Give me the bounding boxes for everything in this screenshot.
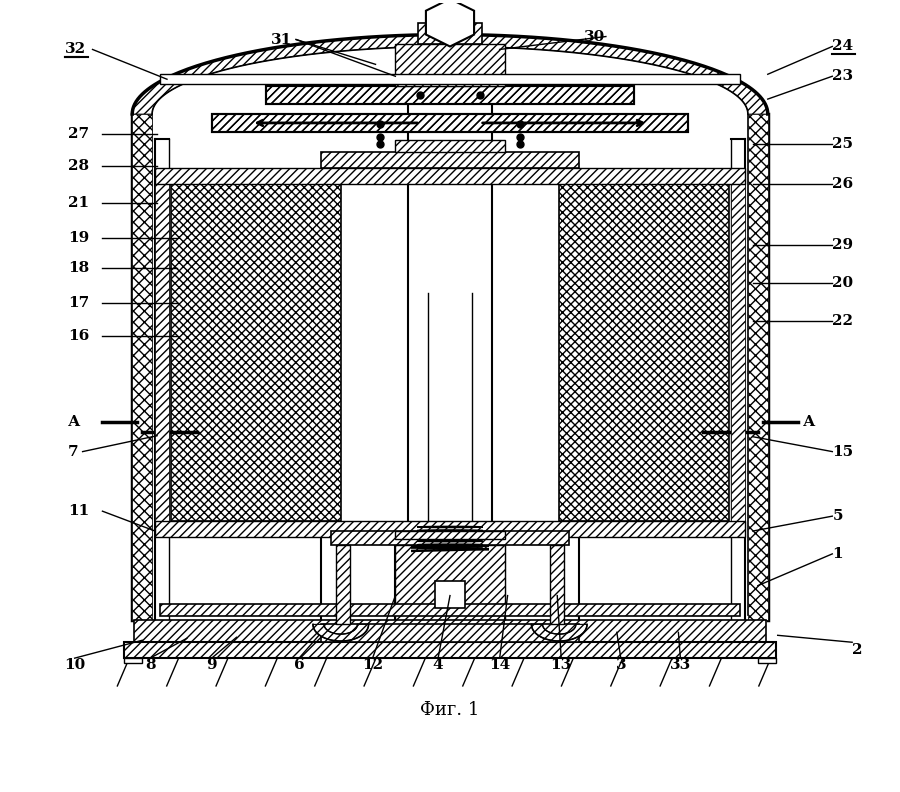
Text: 4: 4 xyxy=(433,658,444,672)
Polygon shape xyxy=(426,0,474,47)
Text: 30: 30 xyxy=(584,29,606,44)
Text: 2: 2 xyxy=(852,643,863,657)
Text: 15: 15 xyxy=(832,444,853,459)
Bar xyxy=(321,152,579,168)
Text: 28: 28 xyxy=(68,158,89,173)
Text: 8: 8 xyxy=(145,658,156,672)
Bar xyxy=(748,114,768,620)
Text: 25: 25 xyxy=(832,137,853,150)
Text: 19: 19 xyxy=(68,231,89,245)
Text: 32: 32 xyxy=(65,43,86,56)
Bar xyxy=(418,23,482,44)
Bar xyxy=(395,44,505,86)
Text: А: А xyxy=(803,415,815,428)
Ellipse shape xyxy=(418,530,482,531)
Bar xyxy=(331,531,569,545)
Bar xyxy=(395,140,505,152)
Text: 5: 5 xyxy=(832,509,842,524)
Text: 24: 24 xyxy=(832,40,853,54)
Text: 29: 29 xyxy=(832,238,853,252)
Bar xyxy=(124,642,776,658)
Polygon shape xyxy=(132,35,768,114)
Bar xyxy=(155,168,745,184)
Bar xyxy=(266,86,634,104)
Bar xyxy=(132,114,152,620)
Bar xyxy=(336,545,350,624)
Text: 18: 18 xyxy=(68,261,89,275)
Text: 7: 7 xyxy=(68,444,78,459)
Polygon shape xyxy=(426,0,474,47)
Text: 23: 23 xyxy=(832,69,853,83)
Bar xyxy=(134,620,766,642)
Text: 20: 20 xyxy=(832,276,853,290)
Text: 11: 11 xyxy=(68,505,89,518)
Ellipse shape xyxy=(418,537,482,539)
Ellipse shape xyxy=(418,540,482,542)
Bar xyxy=(266,86,634,104)
Text: 16: 16 xyxy=(68,329,89,344)
Text: 31: 31 xyxy=(271,32,292,47)
Bar xyxy=(395,531,505,539)
Ellipse shape xyxy=(418,544,482,546)
Bar xyxy=(212,114,688,131)
Polygon shape xyxy=(531,624,587,641)
Bar xyxy=(171,184,341,521)
Bar xyxy=(758,658,776,663)
Text: 10: 10 xyxy=(64,658,86,672)
Ellipse shape xyxy=(418,534,482,535)
Bar xyxy=(124,658,142,663)
Text: 12: 12 xyxy=(362,658,383,672)
Bar xyxy=(160,74,740,84)
Bar xyxy=(212,114,688,131)
Text: 26: 26 xyxy=(832,177,853,191)
Text: А: А xyxy=(68,415,80,428)
Polygon shape xyxy=(313,624,369,641)
Text: 27: 27 xyxy=(68,127,89,141)
Text: Фиг. 1: Фиг. 1 xyxy=(420,701,480,719)
Text: 9: 9 xyxy=(206,658,217,672)
Text: 14: 14 xyxy=(489,658,510,672)
Text: 22: 22 xyxy=(832,314,853,328)
Text: 33: 33 xyxy=(670,658,691,672)
Text: 6: 6 xyxy=(293,658,304,672)
Text: 17: 17 xyxy=(68,295,89,310)
Bar xyxy=(160,604,740,616)
Bar xyxy=(213,116,687,130)
Ellipse shape xyxy=(418,547,482,549)
Text: 21: 21 xyxy=(68,196,89,211)
Bar xyxy=(435,581,465,608)
Bar xyxy=(731,184,745,521)
Bar xyxy=(395,545,505,624)
Bar xyxy=(321,624,579,642)
Bar xyxy=(559,184,729,521)
Text: 1: 1 xyxy=(832,547,843,561)
Text: 3: 3 xyxy=(616,658,626,672)
Bar xyxy=(155,521,745,537)
Text: 13: 13 xyxy=(551,658,572,672)
Bar xyxy=(155,184,169,521)
Bar xyxy=(550,545,564,624)
